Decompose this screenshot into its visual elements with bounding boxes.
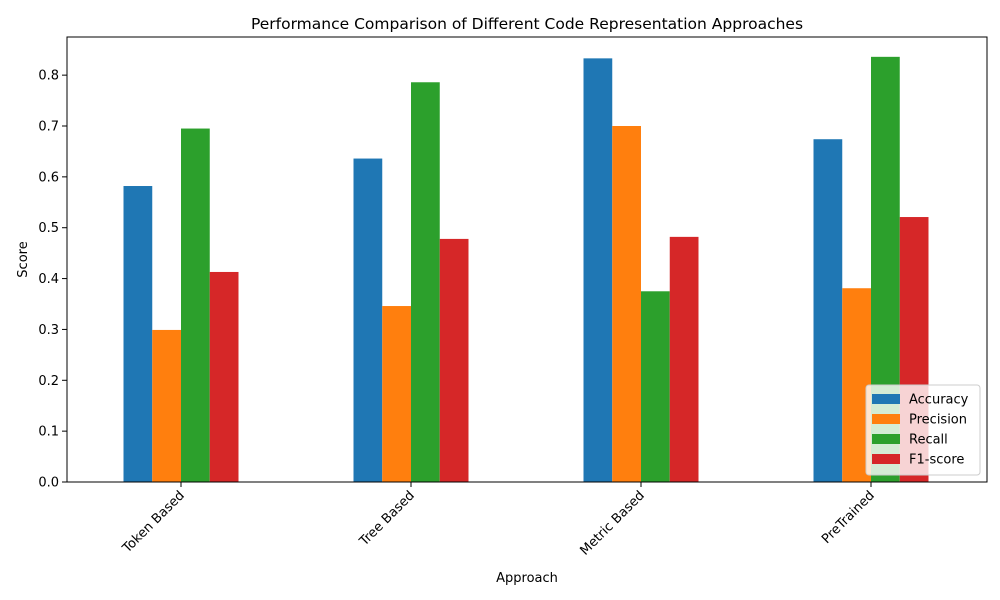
y-tick-label: 0.5 (38, 221, 59, 236)
y-tick-label: 0.6 (38, 170, 59, 185)
y-tick-label: 0.3 (38, 323, 59, 338)
bar-f1-score-2 (669, 236, 699, 482)
chart-title: Performance Comparison of Different Code… (251, 15, 803, 33)
y-tick-label: 0.2 (38, 374, 59, 389)
legend-swatch (872, 434, 900, 444)
bar-precision-0 (152, 329, 181, 482)
legend-swatch (872, 414, 900, 424)
y-tick-label: 0.4 (38, 272, 59, 287)
bar-accuracy-1 (353, 158, 383, 482)
y-axis: 0.0 0.1 0.2 0.3 0.4 0.5 0.6 0.7 0.8 (38, 69, 67, 491)
plot-frame (66, 36, 988, 483)
bar-recall-2 (641, 291, 670, 482)
y-axis-title: Score (16, 241, 31, 277)
legend-label: Accuracy (909, 393, 969, 408)
bar-accuracy-2 (583, 58, 613, 483)
bar-precision-1 (382, 306, 411, 482)
legend: Accuracy Precision Recall F1-score (865, 384, 981, 476)
bar-f1-score-0 (209, 271, 239, 482)
bar-recall-1 (411, 82, 440, 483)
legend-label: Recall (909, 433, 948, 448)
bar-f1-score-1 (439, 238, 469, 482)
legend-label: Precision (909, 413, 967, 428)
y-tick-label: 0.1 (38, 425, 59, 440)
bar-accuracy-0 (123, 186, 153, 483)
bar-accuracy-3 (813, 139, 843, 483)
x-axis-title: Approach (496, 571, 558, 586)
bar-precision-2 (612, 126, 641, 482)
legend-box (865, 384, 981, 476)
bar-recall-0 (181, 128, 210, 483)
legend-swatch (872, 454, 900, 464)
y-tick-label: 0.7 (38, 120, 59, 135)
y-tick-label: 0.8 (38, 69, 59, 84)
legend-label: F1-score (909, 453, 964, 468)
legend-swatch (872, 394, 900, 404)
y-tick-label: 0.0 (38, 476, 59, 491)
